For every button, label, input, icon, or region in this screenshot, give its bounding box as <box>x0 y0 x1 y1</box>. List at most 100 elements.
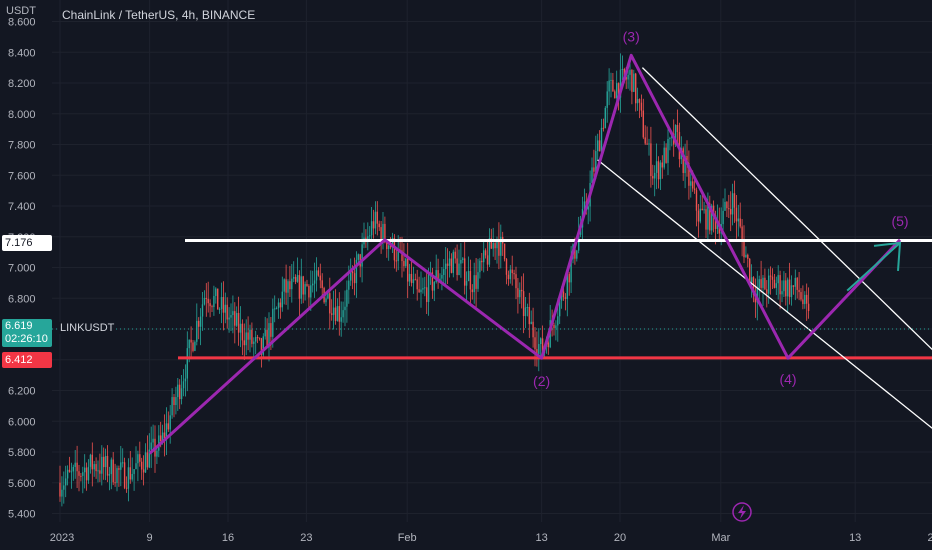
candle-body <box>465 281 468 286</box>
candle-body <box>260 338 263 355</box>
candle-body <box>165 423 168 439</box>
support-badge: 6.412 <box>2 352 52 368</box>
candle-body <box>437 270 439 282</box>
candle-body <box>709 203 711 231</box>
candle-body <box>424 287 426 289</box>
price-tick-label: 6.000 <box>8 416 36 428</box>
candle-body <box>705 209 707 230</box>
lightning-icon[interactable] <box>732 502 752 522</box>
candle-body <box>369 235 371 237</box>
candle-body <box>650 143 652 177</box>
candle-body <box>521 289 523 292</box>
candle-body <box>258 337 261 339</box>
candle-body <box>665 147 667 163</box>
candle-body <box>266 329 268 348</box>
candle-body <box>264 329 266 337</box>
candle-body <box>348 280 350 290</box>
candle-body <box>771 276 774 280</box>
candle-body <box>179 384 181 400</box>
candle-body <box>186 348 188 379</box>
candle-body <box>448 258 451 266</box>
wave-path <box>148 53 902 455</box>
candle-body <box>631 69 633 92</box>
candle-body <box>397 249 399 262</box>
candle-body <box>300 276 302 299</box>
candle-body <box>479 260 481 273</box>
elliott-wave-line[interactable] <box>148 53 902 455</box>
candle-body <box>735 207 738 222</box>
candle-body <box>730 208 732 215</box>
candle-body <box>203 297 206 305</box>
last-price-badge: 6.619 02:26:10 <box>2 319 52 347</box>
candle-body <box>317 270 320 276</box>
candle-body <box>188 339 190 349</box>
candle-body <box>372 221 375 229</box>
candle-body <box>477 272 479 289</box>
price-tick-label: 7.800 <box>8 140 36 152</box>
candle-body <box>505 259 508 275</box>
candle-body <box>452 251 454 273</box>
time-tick-label: 16 <box>222 532 234 544</box>
candle-body <box>524 307 527 317</box>
candle-body <box>101 456 103 474</box>
candle-body <box>460 259 462 264</box>
candle-body <box>422 288 424 290</box>
candle-body <box>103 456 105 468</box>
time-tick-label: 2023 <box>50 532 74 544</box>
candle-body <box>91 454 93 470</box>
candle-body <box>116 468 118 483</box>
candle-body <box>654 172 656 179</box>
candle-body <box>498 239 500 256</box>
candle-body <box>496 239 498 249</box>
candle-body <box>530 321 532 325</box>
candle-body <box>213 296 215 308</box>
candle-body <box>633 73 635 92</box>
candle-body <box>469 271 472 290</box>
candle-body <box>792 285 795 287</box>
price-tick-label: 8.600 <box>8 17 36 29</box>
candle-body <box>760 279 762 288</box>
candle-body <box>703 209 705 211</box>
candle-body <box>262 336 264 355</box>
candle-body <box>302 276 304 295</box>
candle-body <box>779 275 781 295</box>
candle-body <box>473 275 475 293</box>
candle-body <box>234 311 236 326</box>
candle-body <box>65 478 67 486</box>
candle-body <box>207 298 209 304</box>
candle-body <box>593 167 595 172</box>
candle-body <box>644 137 646 144</box>
candle-body <box>196 320 198 342</box>
candle-body <box>361 244 363 267</box>
candle-body <box>640 102 643 111</box>
channel-lower-line[interactable] <box>597 159 932 501</box>
horizontal-levels <box>178 238 932 360</box>
candle-body <box>781 291 783 295</box>
chart-title[interactable]: ChainLink / TetherUS, 4h, BINANCE <box>62 8 256 22</box>
candle-body <box>114 482 116 484</box>
channel-upper-line[interactable] <box>641 67 932 460</box>
candle-body <box>467 271 470 282</box>
candle-body <box>148 449 150 468</box>
candle-body <box>564 297 567 299</box>
candle-body <box>576 250 578 259</box>
candle-body <box>741 226 743 239</box>
candle-body <box>604 107 606 129</box>
candle-body <box>80 475 82 477</box>
candle-body <box>541 338 544 354</box>
candle-body <box>608 80 610 92</box>
candle-body <box>804 294 806 305</box>
candle-body <box>342 310 344 318</box>
candle-body <box>66 469 69 479</box>
candle-body <box>241 323 244 341</box>
candle-body <box>285 279 287 293</box>
candle-body <box>99 470 101 474</box>
candle-body <box>712 205 715 215</box>
candle-body <box>441 274 443 279</box>
candle-body <box>190 339 192 343</box>
candle-body <box>752 277 755 296</box>
projection-arrow[interactable] <box>846 242 901 292</box>
candle-body <box>228 317 230 320</box>
candle-body <box>142 469 145 473</box>
